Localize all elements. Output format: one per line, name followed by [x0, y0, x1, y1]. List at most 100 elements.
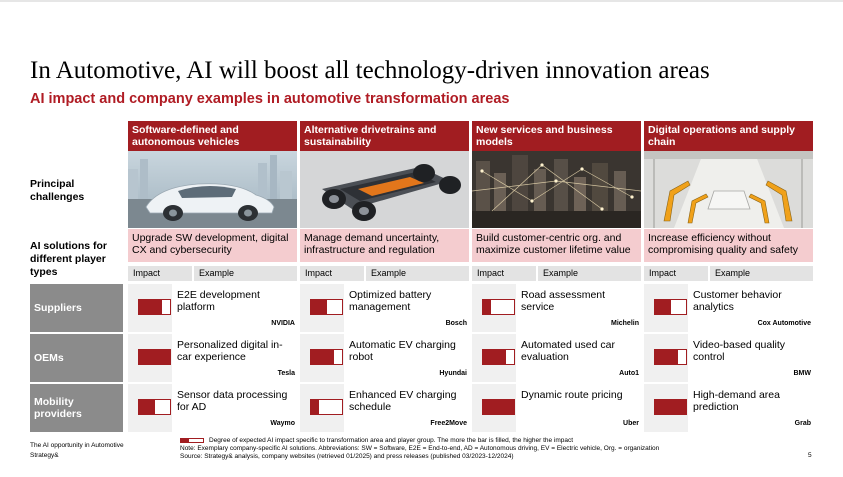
example-company: Michelin	[610, 320, 639, 327]
challenge-operations: Increase efficiency without compromising…	[644, 229, 813, 262]
impact-cell	[128, 284, 172, 332]
impact-bar-fill	[483, 350, 507, 364]
impact-bar	[654, 349, 687, 365]
note-text: Note: Exemplary company-specific AI solu…	[180, 445, 659, 460]
example-company: BMW	[793, 370, 812, 377]
example-subheader: Example	[366, 266, 469, 281]
column-header-operations: Digital operations and supply chain	[644, 121, 813, 151]
impact-subheader: Impact	[472, 266, 536, 281]
page-subtitle: AI impact and company examples in automo…	[30, 91, 510, 107]
impact-bar	[654, 399, 687, 415]
player-label: OEMs	[30, 334, 123, 382]
impact-bar	[138, 299, 171, 315]
example-company: Grab	[794, 420, 811, 427]
impact-bar	[138, 399, 171, 415]
column-header-drivetrains: Alternative drivetrains and sustainabili…	[300, 121, 469, 151]
column-header-sdv: Software-defined and autonomous vehicles	[128, 121, 297, 151]
legend-impact-fill	[181, 439, 189, 442]
example-company: Hyundai	[439, 370, 467, 377]
source-note: Source: Strategy& analysis, company webs…	[180, 452, 514, 460]
example-company: Auto1	[619, 370, 639, 377]
example-subheader: Example	[710, 266, 813, 281]
impact-bar	[654, 299, 687, 315]
example-text: Enhanced EV charging schedule	[349, 389, 457, 413]
example-cell: Personalized digital in-car experience Te…	[173, 334, 297, 382]
challenge-drivetrains: Manage demand uncertainty, infrastructur…	[300, 229, 469, 262]
impact-bar	[310, 299, 343, 315]
example-company: Free2Move	[430, 420, 467, 427]
example-cell: Automated used car evaluation Auto1	[517, 334, 641, 382]
legend-impact-bar	[180, 438, 204, 443]
impact-cell	[472, 384, 516, 432]
impact-bar-fill	[655, 400, 686, 414]
impact-bar	[310, 399, 343, 415]
example-company: Waymo	[270, 420, 295, 427]
example-company: NVIDIA	[271, 320, 295, 327]
example-text: E2E development platform	[177, 289, 260, 313]
impact-cell	[300, 384, 344, 432]
impact-bar-fill	[139, 400, 155, 414]
impact-cell	[644, 384, 688, 432]
impact-bar	[138, 349, 171, 365]
example-text: Video-based quality control	[693, 339, 786, 363]
row-label-challenges: Principal challenges	[30, 178, 85, 203]
impact-bar	[482, 299, 515, 315]
example-cell: Customer behavior analytics Cox Automotiv…	[689, 284, 813, 332]
abbreviation-note: Note: Exemplary company-specific AI solu…	[180, 445, 660, 452]
impact-bar	[482, 349, 515, 365]
row-label-solutions: AI solutions for different player types	[30, 240, 107, 278]
legend-text: Degree of expected AI impact specific to…	[209, 437, 574, 444]
example-subheader: Example	[538, 266, 641, 281]
column-header-services: New services and business models	[472, 121, 641, 151]
example-cell: Enhanced EV charging schedule Free2Move	[345, 384, 469, 432]
impact-bar-fill	[139, 350, 170, 364]
example-cell: Optimized battery management Bosch	[345, 284, 469, 332]
challenge-sdv: Upgrade SW development, digital CX and c…	[128, 229, 297, 262]
example-cell: Video-based quality control BMW	[689, 334, 813, 382]
impact-bar-fill	[311, 350, 335, 364]
impact-bar-fill	[311, 400, 319, 414]
impact-subheader: Impact	[644, 266, 708, 281]
impact-bar-fill	[655, 300, 671, 314]
footer-report-title: The AI opportunity in Automotive	[30, 442, 124, 449]
example-company: Tesla	[277, 370, 295, 377]
footer-brand: Strategy&	[30, 452, 59, 459]
example-company: Cox Automotive	[757, 320, 811, 327]
impact-bar-fill	[483, 400, 514, 414]
example-cell: Sensor data processing for AD Waymo	[173, 384, 297, 432]
example-cell: Automatic EV charging robot Hyundai	[345, 334, 469, 382]
impact-cell	[300, 334, 344, 382]
example-subheader: Example	[194, 266, 297, 281]
example-cell: Road assessment service Michelin	[517, 284, 641, 332]
city-network-image	[472, 151, 641, 228]
impact-subheader: Impact	[128, 266, 192, 281]
challenge-services: Build customer-centric org. and maximize…	[472, 229, 641, 262]
impact-cell	[300, 284, 344, 332]
example-cell: E2E development platform NVIDIA	[173, 284, 297, 332]
impact-bar	[310, 349, 343, 365]
example-text: Customer behavior analytics	[693, 289, 782, 313]
example-company: Uber	[623, 420, 639, 427]
impact-subheader: Impact	[300, 266, 364, 281]
impact-cell	[128, 384, 172, 432]
top-rule	[0, 0, 843, 2]
example-company: Bosch	[445, 320, 467, 327]
example-text: Sensor data processing for AD	[177, 389, 288, 413]
impact-cell	[644, 284, 688, 332]
example-text: Road assessment service	[521, 289, 606, 313]
impact-bar-fill	[311, 300, 327, 314]
example-text: Personalized digital in-car experience	[177, 339, 283, 363]
impact-bar	[482, 399, 515, 415]
impact-bar-fill	[483, 300, 491, 314]
player-label: Mobility providers	[30, 384, 123, 432]
impact-cell	[472, 334, 516, 382]
example-text: Dynamic route pricing	[521, 389, 623, 401]
impact-cell	[128, 334, 172, 382]
impact-bar-fill	[139, 300, 163, 314]
robot-assembly-image	[644, 151, 813, 228]
page-number: 5	[808, 452, 812, 459]
player-label: Suppliers	[30, 284, 123, 332]
impact-cell	[472, 284, 516, 332]
example-text: Automatic EV charging robot	[349, 339, 456, 363]
ev-chassis-image	[300, 151, 469, 228]
